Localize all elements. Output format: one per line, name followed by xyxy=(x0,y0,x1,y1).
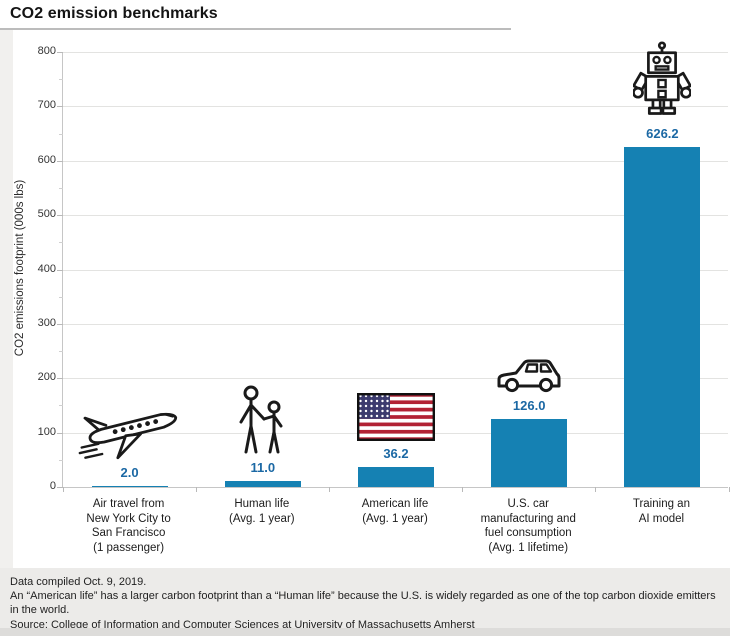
gridline xyxy=(63,106,728,108)
footnotes: Data compiled Oct. 9, 2019. An “American… xyxy=(0,568,730,631)
y-minor-tick-mark xyxy=(59,133,63,135)
y-tick-mark xyxy=(57,269,63,271)
gridline xyxy=(63,215,728,217)
columns-layer: 2.0 11.0 xyxy=(63,41,729,487)
y-minor-tick-mark xyxy=(59,242,63,244)
footnote-explanation: An “American life” has a larger carbon f… xyxy=(10,590,716,617)
y-tick-label: 800 xyxy=(37,45,56,57)
left-margin xyxy=(0,30,13,568)
chart-column-2: 11.0 xyxy=(196,52,329,487)
bar-1 xyxy=(91,485,168,487)
y-tick-mark xyxy=(57,160,63,162)
bar-value-label: 11.0 xyxy=(250,460,276,476)
bar-value-label: 126.0 xyxy=(512,397,546,413)
gridline xyxy=(63,269,728,271)
bar-value-label: 626.2 xyxy=(646,125,679,141)
x-axis-label-3: American life (Avg. 1 year) xyxy=(361,498,429,525)
chart-column-5: 626.2 xyxy=(596,41,729,487)
title-divider xyxy=(0,28,511,30)
bar-value-label: 2.0 xyxy=(120,464,139,480)
y-minor-tick-mark xyxy=(59,405,63,407)
y-tick-label: 0 xyxy=(49,480,56,492)
y-minor-tick-mark xyxy=(59,459,63,461)
y-minor-tick-mark xyxy=(59,296,63,298)
y-tick-label: 100 xyxy=(37,425,56,438)
x-axis-label-1: Air travel from New York City to San Franc… xyxy=(86,498,171,554)
gridline xyxy=(63,323,728,325)
x-tick-mark xyxy=(195,487,197,492)
y-minor-tick-mark xyxy=(59,187,63,189)
x-axis-baseline xyxy=(63,487,728,488)
bar-5 xyxy=(624,146,701,487)
bar-4 xyxy=(491,418,568,487)
bar-value-label: 36.2 xyxy=(383,446,409,462)
footnote-data-compiled: Data compiled Oct. 9, 2019. xyxy=(10,576,147,588)
y-tick-mark xyxy=(57,487,63,488)
footnote-source: Source: College of Information and Compu… xyxy=(10,618,475,631)
car-icon xyxy=(495,355,563,393)
y-tick-mark xyxy=(57,215,63,217)
x-tick-mark xyxy=(728,487,730,492)
x-tick-mark xyxy=(62,487,64,492)
chart-column-4: 126.0 xyxy=(463,52,596,487)
y-axis-tick-labels: 800 700 600 500 400 300 200 100 0 xyxy=(0,0,56,560)
gridline xyxy=(63,378,728,380)
bar-2 xyxy=(224,481,301,487)
bar-3 xyxy=(357,467,434,487)
x-tick-mark xyxy=(328,487,330,492)
gridline xyxy=(63,160,728,162)
y-tick-mark xyxy=(57,52,63,53)
x-tick-mark xyxy=(595,487,597,492)
us-flag-icon xyxy=(356,393,435,442)
y-tick-label: 300 xyxy=(37,316,56,329)
y-tick-label: 400 xyxy=(37,262,56,275)
y-tick-mark xyxy=(57,106,63,108)
x-axis-label-2: Human life (Avg. 1 year) xyxy=(228,498,295,525)
x-axis-labels: Air travel from New York City to San Franc… xyxy=(62,497,728,555)
y-tick-mark xyxy=(57,378,63,380)
y-minor-tick-mark xyxy=(59,351,63,353)
chart-title: CO2 emission benchmarks xyxy=(10,5,218,22)
y-tick-mark xyxy=(57,323,63,325)
adult-and-child-icon xyxy=(235,385,291,455)
gridline xyxy=(63,52,728,53)
airplane-icon xyxy=(78,402,182,460)
y-tick-label: 700 xyxy=(37,99,56,112)
chart-column-1: 2.0 xyxy=(63,52,196,487)
y-tick-label: 200 xyxy=(37,371,56,384)
x-axis-label-5: Training an AI model xyxy=(632,498,690,525)
chart-column-3: 36.2 xyxy=(329,52,462,487)
x-tick-mark xyxy=(462,487,464,492)
bottom-margin xyxy=(0,628,730,636)
y-tick-label: 600 xyxy=(37,153,56,166)
y-tick-mark xyxy=(57,432,63,434)
y-tick-label: 500 xyxy=(37,208,56,221)
robot-icon xyxy=(633,41,692,121)
plot-area: 2.0 11.0 xyxy=(57,41,730,492)
x-axis-label-4: U.S. car manufacturing and fuel consumptio… xyxy=(480,498,576,554)
y-minor-tick-mark xyxy=(59,79,63,81)
